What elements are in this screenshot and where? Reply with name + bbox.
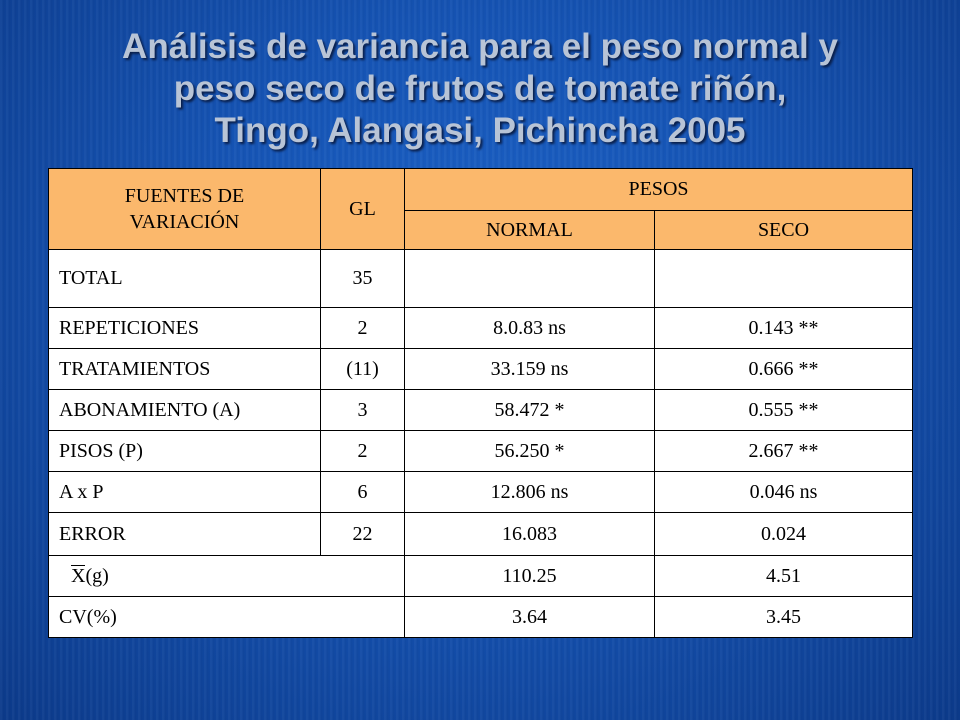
cv-row: CV(%) 3.64 3.45 — [48, 596, 913, 638]
row-source: TOTAL — [48, 249, 321, 308]
header-pesos: PESOS — [404, 168, 913, 211]
row-seco: 2.667 ** — [654, 430, 913, 472]
title-line-2: peso seco de frutos de tomate riñón, — [173, 69, 787, 108]
header-source-line-2: VARIACIÓN — [129, 211, 240, 233]
table-header: FUENTES DE VARIACIÓN GL PESOS NORMAL SEC… — [48, 168, 913, 250]
row-seco — [654, 249, 913, 308]
cv-label: CV(%) — [48, 596, 405, 638]
header-gl: GL — [320, 168, 405, 250]
table-row: PISOS (P) 2 56.250 * 2.667 ** — [48, 430, 913, 472]
row-seco: 0.046 ns — [654, 471, 913, 513]
row-normal: 56.250 * — [404, 430, 655, 472]
mean-label: X(g) — [48, 555, 405, 597]
cv-normal: 3.64 — [404, 596, 655, 638]
mean-seco: 4.51 — [654, 555, 913, 597]
row-seco: 0.143 ** — [654, 307, 913, 349]
row-normal: 12.806 ns — [404, 471, 655, 513]
row-source: TRATAMIENTOS — [48, 348, 321, 390]
cv-seco: 3.45 — [654, 596, 913, 638]
header-normal: NORMAL — [404, 210, 655, 250]
row-normal: 16.083 — [404, 512, 655, 556]
row-gl: 22 — [320, 512, 405, 556]
table-row: ERROR 22 16.083 0.024 — [48, 512, 913, 556]
table-row: ABONAMIENTO (A) 3 58.472 * 0.555 ** — [48, 389, 913, 431]
row-gl: 6 — [320, 471, 405, 513]
row-gl: 2 — [320, 307, 405, 349]
table-row: REPETICIONES 2 8.0.83 ns 0.143 ** — [48, 307, 913, 349]
row-seco: 0.024 — [654, 512, 913, 556]
mean-symbol: X(g) — [59, 564, 109, 588]
row-normal: 8.0.83 ns — [404, 307, 655, 349]
slide-title: Análisis de variancia para el peso norma… — [0, 26, 960, 152]
table-row: TOTAL 35 — [48, 249, 913, 308]
header-source: FUENTES DE VARIACIÓN — [48, 168, 321, 250]
row-normal — [404, 249, 655, 308]
anova-table: FUENTES DE VARIACIÓN GL PESOS NORMAL SEC… — [48, 168, 913, 638]
x-bar: X — [71, 564, 86, 587]
row-gl: 2 — [320, 430, 405, 472]
mean-normal: 110.25 — [404, 555, 655, 597]
row-source: A x P — [48, 471, 321, 513]
row-gl: 3 — [320, 389, 405, 431]
table-row: A x P 6 12.806 ns 0.046 ns — [48, 471, 913, 513]
mean-unit: (g) — [85, 564, 109, 587]
row-normal: 58.472 * — [404, 389, 655, 431]
header-seco: SECO — [654, 210, 913, 250]
row-normal: 33.159 ns — [404, 348, 655, 390]
row-source: ERROR — [48, 512, 321, 556]
row-source: PISOS (P) — [48, 430, 321, 472]
row-seco: 0.666 ** — [654, 348, 913, 390]
row-seco: 0.555 ** — [654, 389, 913, 431]
row-gl: (11) — [320, 348, 405, 390]
row-gl: 35 — [320, 249, 405, 308]
row-source: ABONAMIENTO (A) — [48, 389, 321, 431]
title-line-3: Tingo, Alangasi, Pichincha 2005 — [214, 111, 746, 150]
title-line-1: Análisis de variancia para el peso norma… — [122, 27, 838, 66]
mean-row: X(g) 110.25 4.51 — [48, 555, 913, 597]
header-source-line-1: FUENTES DE — [124, 185, 245, 207]
table-row: TRATAMIENTOS (11) 33.159 ns 0.666 ** — [48, 348, 913, 390]
row-source: REPETICIONES — [48, 307, 321, 349]
